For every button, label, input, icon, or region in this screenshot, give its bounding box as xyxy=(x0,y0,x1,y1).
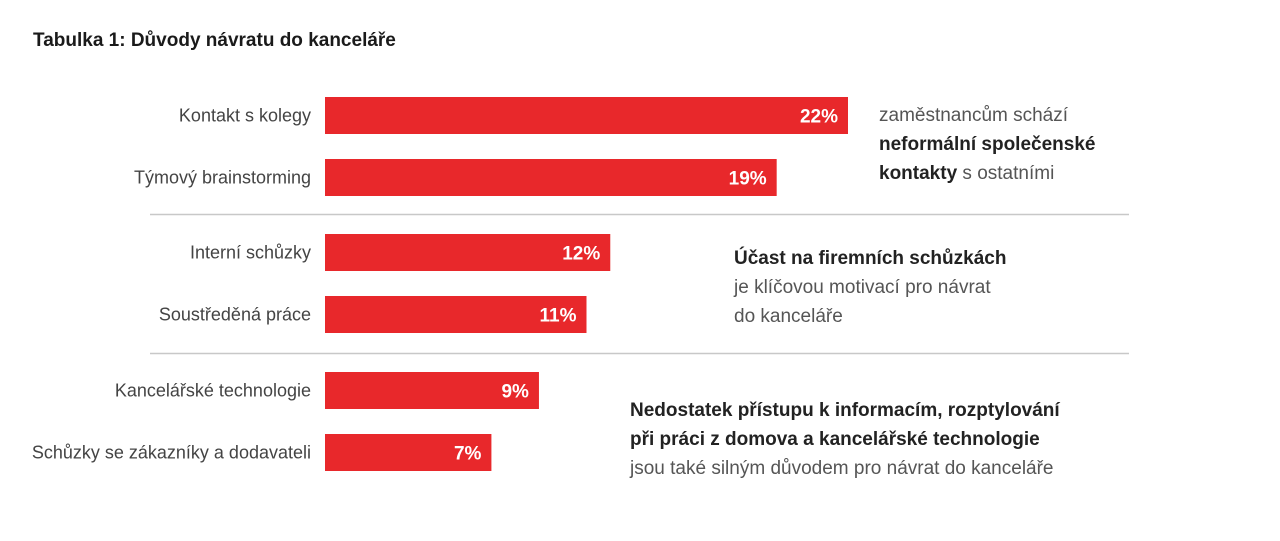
annotation: zaměstnancům schází neformální společensk… xyxy=(879,105,1095,184)
bars xyxy=(325,97,848,471)
annotation-line: zaměstnancům schází xyxy=(879,105,1069,126)
chart-title: Tabulka 1: Důvody návratu do kanceláře xyxy=(33,30,396,51)
annotation-text: je klíčovou motivací pro návrat xyxy=(733,277,991,298)
annotation-line: je klíčovou motivací pro návrat xyxy=(733,277,991,298)
annotation: Účast na firemních schůzkách je klíčovou … xyxy=(733,247,1006,327)
annotation-text: s ostatními xyxy=(957,163,1054,184)
bar xyxy=(325,296,587,333)
category-label: Kancelářské technologie xyxy=(115,381,311,401)
bar xyxy=(325,97,848,134)
category-label: Interní schůzky xyxy=(190,243,311,263)
bar xyxy=(325,234,611,271)
bar xyxy=(325,372,539,409)
bar xyxy=(325,159,777,196)
value-label: 9% xyxy=(501,382,529,403)
category-label: Kontakt s kolegy xyxy=(179,106,311,126)
category-label: Schůzky se zákazníky a dodavateli xyxy=(32,443,311,463)
value-label: 7% xyxy=(454,444,482,465)
bar xyxy=(325,434,492,471)
annotation-line: jsou také silným důvodem pro návrat do k… xyxy=(629,458,1054,479)
annotation-bold-text: kontakty xyxy=(879,163,958,184)
annotations: zaměstnancům schází neformální společensk… xyxy=(629,105,1095,479)
category-label: Týmový brainstorming xyxy=(134,168,311,188)
annotation-bold-text: neformální společenské xyxy=(879,134,1095,155)
annotation: Nedostatek přístupu k informacím, rozpty… xyxy=(629,400,1060,479)
value-labels: 22% 19% 12% 11% 9% 7% xyxy=(454,107,838,465)
annotation-line: při práci z domova a kancelářské technol… xyxy=(630,429,1040,450)
annotation-line: neformální společenské xyxy=(879,134,1095,155)
group-dividers xyxy=(150,213,1129,355)
annotation-text: do kanceláře xyxy=(734,306,843,327)
annotation-line: do kanceláře xyxy=(734,306,843,327)
value-label: 19% xyxy=(729,169,767,190)
annotation-line: Nedostatek přístupu k informacím, rozpty… xyxy=(630,400,1060,421)
value-label: 12% xyxy=(562,244,600,265)
annotation-line: kontakty s ostatními xyxy=(879,163,1054,184)
category-label: Soustředěná práce xyxy=(159,305,311,325)
annotation-text: zaměstnancům schází xyxy=(879,105,1069,126)
value-label: 22% xyxy=(800,107,838,128)
category-labels: Kontakt s kolegy Týmový brainstorming Inte… xyxy=(32,106,311,463)
annotation-text: jsou také silným důvodem pro návrat do k… xyxy=(629,458,1054,479)
annotation-line: Účast na firemních schůzkách xyxy=(734,247,1006,269)
annotation-bold-text: Nedostatek přístupu k informacím, rozpty… xyxy=(630,400,1060,421)
annotation-bold-text: při práci z domova a kancelářské technol… xyxy=(630,429,1040,450)
value-label: 11% xyxy=(540,306,577,327)
annotation-bold-text: Účast na firemních schůzkách xyxy=(734,247,1006,269)
